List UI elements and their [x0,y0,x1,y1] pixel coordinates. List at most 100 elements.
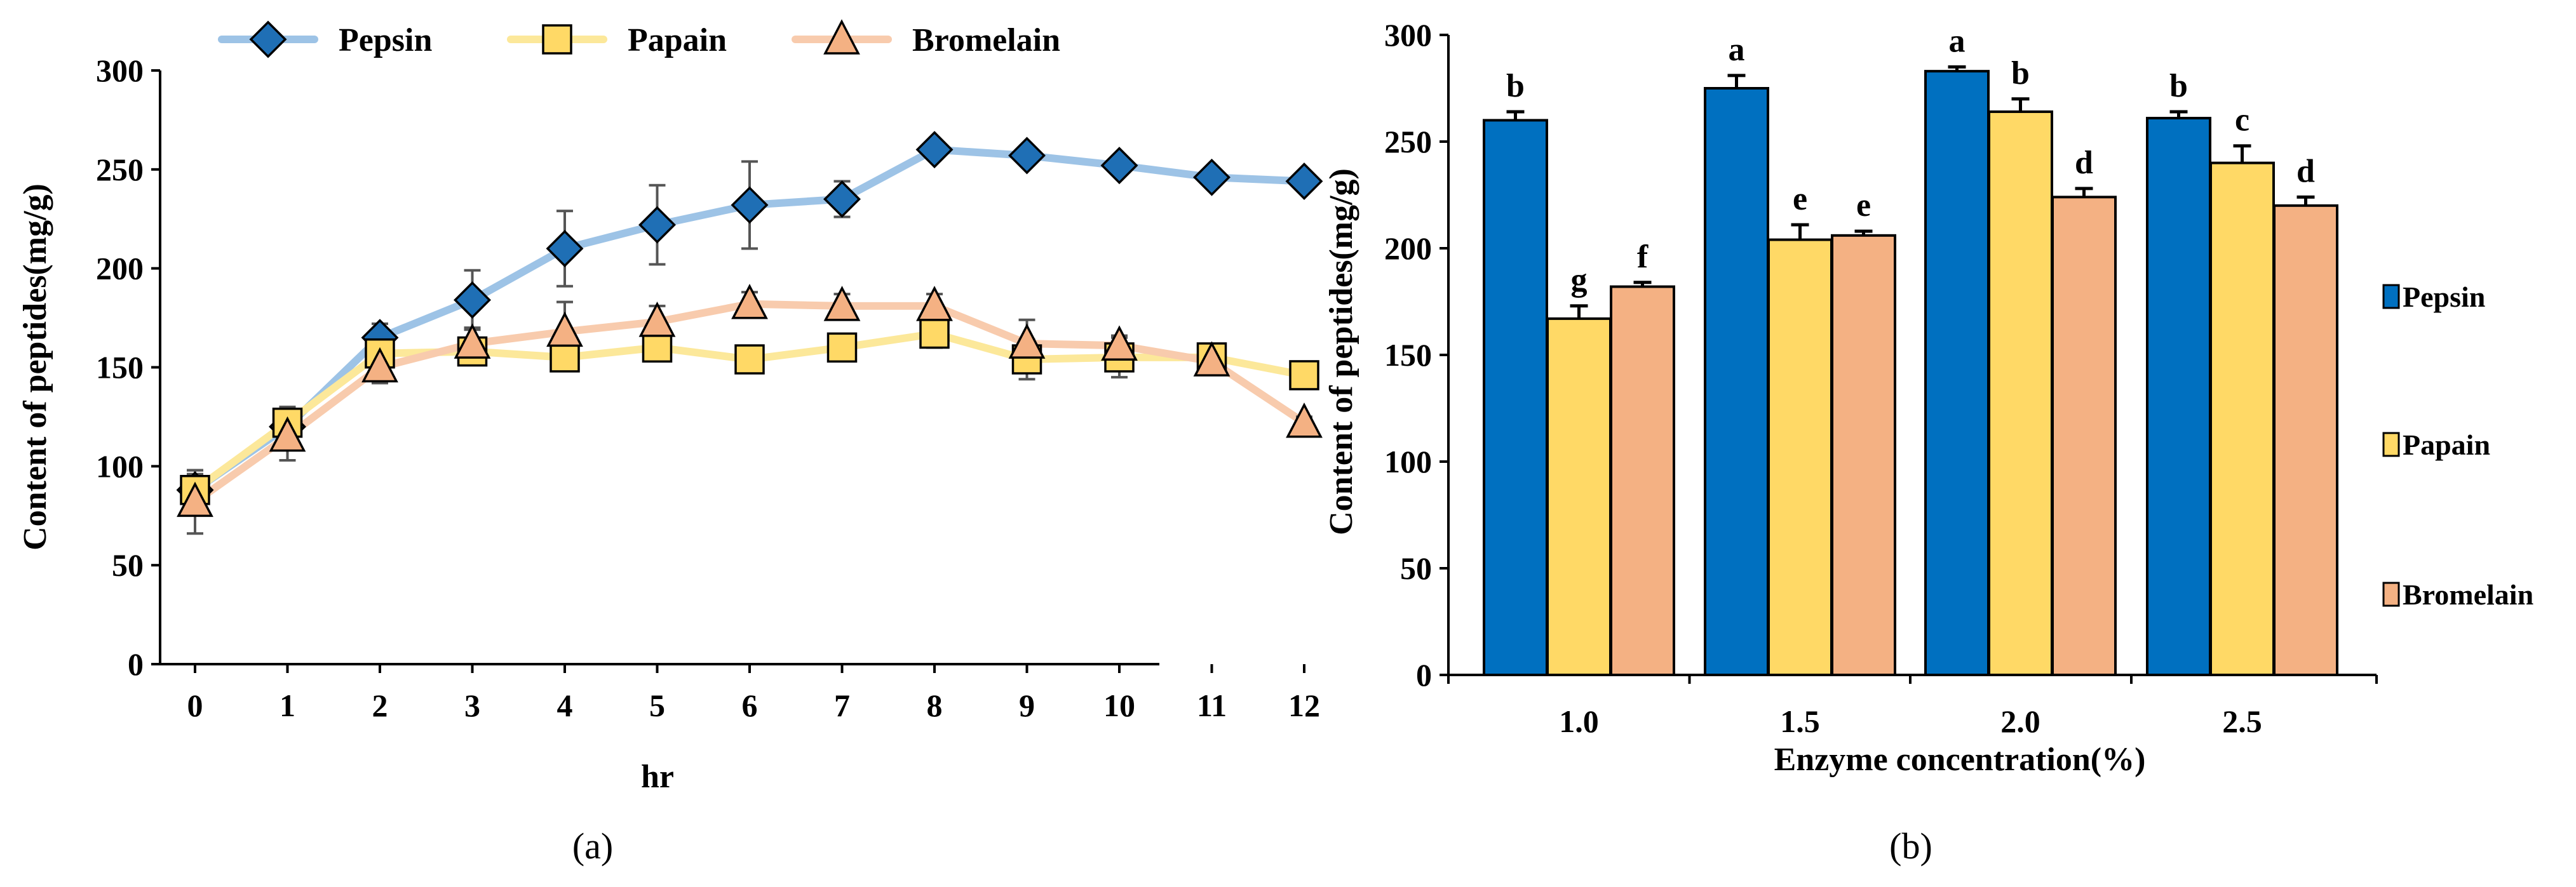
y-tick-label: 50 [112,547,144,583]
data-point-bromelain [177,481,213,517]
data-point-pepsin [1193,158,1231,196]
data-point-bromelain [638,302,676,337]
significance-letter: b [2011,55,2030,91]
legend-item-pepsin: Pepsin [2382,281,2485,313]
data-point-pepsin [546,230,584,267]
line-chart-x-axis-label: hr [641,759,674,795]
y-tick-label: 150 [1384,337,1432,373]
error-bar [1791,223,1809,240]
legend-item-bromelain: Bromelain [792,19,1060,58]
x-tick-label: 7 [834,688,850,723]
bar-papain [1988,110,2053,676]
data-point-bromelain [454,323,491,359]
x-tick-label: 10 [1103,688,1135,723]
x-tick-label: 3 [464,688,480,723]
y-tick-label: 100 [96,448,144,484]
x-tick-label: 4 [557,688,573,723]
data-point-pepsin [638,206,676,244]
error-bar [1948,65,1966,72]
legend-marker [249,20,287,58]
line-chart-y-axis-label: Content of peptides(mg/g) [17,183,53,550]
x-tick-label: 2 [372,688,388,723]
legend-label: Bromelain [2403,578,2533,611]
bar-chart-x-axis-label: Enzyme concentration(%) [1774,742,2146,778]
bar-chart-x-ticks: 1.0 1.5 2.0 2.5 [1447,675,2378,739]
bar-chart-bars [1483,70,2338,677]
significance-letter: a [1729,32,1745,68]
legend-item-pepsin: Pepsin [218,20,432,58]
data-point-bromelain [546,311,583,347]
significance-letter: f [1637,239,1649,275]
line-chart-x-ticks: 0 1 2 3 4 5 6 7 8 9 10 11 12 [187,664,1320,723]
bar-papain [2209,161,2275,677]
legend-label: Pepsin [339,22,432,58]
data-point-papain [1289,360,1319,390]
legend-item-papain: Papain [507,22,727,58]
bar-chart-significance-letters: b g f a e e a b d b c d [1506,23,2315,298]
y-tick-label: 0 [128,646,144,682]
error-bar [2296,195,2315,206]
data-point-bromelain [1193,341,1231,377]
line-chart-y-ticks: 0 50 100 150 200 250 300 [96,53,160,682]
error-bar [1854,229,1873,236]
bar-chart-panel-label: (b) [1889,825,1932,867]
legend-swatch [2382,582,2400,607]
data-point-papain [642,332,673,363]
data-point-bromelain [1286,402,1323,438]
significance-letter: e [1793,181,1807,217]
x-tick-label: 1 [280,688,295,723]
data-point-papain [734,344,765,375]
data-point-bromelain [1101,325,1138,361]
x-tick-label: 5 [649,688,665,723]
significance-letter: a [1949,23,1966,59]
error-bar [1506,110,1525,121]
x-tick-label: 6 [742,688,758,723]
legend-label: Pepsin [2403,281,2485,313]
data-point-bromelain [916,286,953,321]
significance-letter: b [1506,68,1525,104]
line-chart-markers [176,131,1323,517]
data-point-bromelain [1008,323,1046,359]
y-tick-label: 150 [96,350,144,385]
legend-label: Papain [628,22,727,58]
error-bar [1727,74,1746,88]
significance-letter: g [1571,262,1588,298]
line-chart-panel-label: (a) [572,825,613,867]
x-tick-label: 1.5 [1780,704,1820,739]
legend-item-papain: Papain [2382,429,2490,461]
data-point-papain [550,342,580,373]
y-tick-label: 300 [1384,17,1432,53]
y-tick-label: 200 [96,251,144,286]
line-chart-panel: Pepsin Papain Bromelain 050100150200250300… [17,19,1323,867]
bar-bromelain [2051,196,2117,676]
bar-chart-legend: Pepsin Papain Bromelain [2382,281,2533,611]
data-point-pepsin [454,281,491,319]
legend-item-bromelain: Bromelain [2382,578,2533,611]
bar-papain [1767,238,1833,676]
error-bar [2075,187,2093,197]
y-tick-label: 250 [1384,124,1432,159]
bar-bromelain [2273,204,2338,676]
x-tick-label: 1.0 [1559,704,1599,739]
data-point-papain [919,318,950,349]
y-tick-label: 300 [96,53,144,88]
legend-marker [823,19,860,55]
y-tick-label: 100 [1384,444,1432,479]
x-tick-label: 2.5 [2222,704,2262,739]
data-point-pepsin [823,180,861,218]
error-bar [1570,304,1588,319]
significance-letter: b [2169,68,2188,104]
legend-swatch [2382,432,2400,457]
data-point-pepsin [1100,147,1138,185]
data-point-bromelain [361,347,398,383]
significance-letter: d [2296,153,2315,189]
data-point-pepsin [915,131,954,169]
y-tick-label: 0 [1416,657,1432,693]
error-bar [2169,110,2188,119]
x-tick-label: 12 [1288,688,1320,723]
data-point-pepsin [1285,163,1323,201]
significance-letter: e [1856,187,1871,223]
data-point-pepsin [731,186,769,224]
data-point-bromelain [731,283,768,319]
